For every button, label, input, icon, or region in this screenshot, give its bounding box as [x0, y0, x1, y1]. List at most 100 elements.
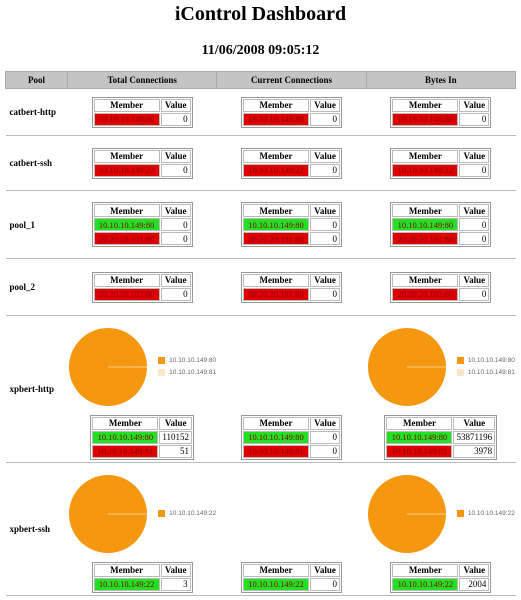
column-header: Total Connections [66, 71, 218, 89]
legend-label: 10.10.10.149:22 [169, 510, 217, 517]
member-row: 10.10.10.148:22 0 [93, 163, 191, 177]
member-value: 0 [160, 163, 191, 177]
legend-entry: 10.10.10.149:81 [158, 367, 216, 379]
pool-row: xpbert-ssh 10.10.10.149:22 Member Value 10.1… [5, 462, 516, 596]
value-header: Value [309, 98, 340, 112]
member-value: 0 [160, 112, 191, 126]
header-row: Pool Total Connections Current Connections… [5, 71, 517, 89]
pie-chart [69, 474, 148, 553]
member-table: Member Value 10.10.10.148:80 0 [240, 96, 342, 128]
metric-cell: Member Value 10.10.10.148:22 0 [366, 135, 516, 191]
legend-swatch [158, 369, 166, 376]
pool-row: catbert-http Member Value 10.10.10.148:80 0 M… [5, 88, 516, 136]
member-value: 3978 [453, 444, 496, 458]
member-address: 10.10.10.149:81 [92, 444, 159, 458]
member-address: 10.10.10.149:22 [242, 577, 309, 591]
member-row: 10.10.10.148:22 0 [392, 163, 490, 177]
pool-row: catbert-ssh Member Value 10.10.10.148:22 0 Me… [5, 135, 516, 191]
member-table: Member Value 10.10.10.148:80 0 [390, 96, 492, 128]
member-header: Member [392, 204, 459, 217]
member-row: 20.20.20.101:80 0 [392, 232, 490, 245]
pie-area: 10.10.10.149:80 10.10.10.149:81 [68, 319, 217, 415]
dashboard-table: Pool Total Connections Current Connections… [5, 71, 517, 596]
pie-legend: 10.10.10.149:80 10.10.10.149:81 [456, 355, 515, 379]
member-row: 20.20.20.102:80 0 [392, 287, 490, 301]
member-value: 0 [309, 287, 340, 301]
pie-chart [367, 474, 446, 553]
value-header: Value [309, 204, 340, 217]
member-header-row: Member Value [242, 273, 340, 287]
member-row: 10.10.10.149:80 0 [242, 430, 340, 444]
member-row: 10.10.10.148:80 0 [93, 112, 191, 126]
member-value: 0 [309, 218, 340, 231]
member-header: Member [392, 563, 459, 577]
metric-cell: 10.10.10.149:22 Member Value 10.10.10.149:2… [366, 462, 516, 596]
member-table: Member Value 10.10.10.149:80 0 20.20.20.101:… [390, 202, 492, 247]
legend-swatch [456, 357, 464, 364]
member-row: 20.20.20.101:80 0 [242, 232, 340, 245]
metric-cell: Member Value 10.10.10.149:80 0 20.20.20.101:… [216, 190, 367, 259]
pie-area: 10.10.10.149:80 10.10.10.149:81 [366, 319, 515, 415]
member-header-row: Member Value [242, 416, 340, 430]
member-table: Member Value 10.10.10.148:22 0 [240, 147, 342, 179]
member-header: Member [93, 563, 160, 577]
value-header: Value [309, 416, 340, 430]
member-table: Member Value 10.10.10.148:22 0 [390, 147, 492, 179]
member-row: 10.10.10.149:22 3 [93, 577, 191, 591]
member-address: 10.10.10.149:80 [386, 430, 453, 444]
metric-cell: Member Value 10.10.10.148:80 0 [366, 88, 516, 136]
member-row: 10.10.10.148:80 0 [242, 112, 340, 126]
member-address: 10.10.10.149:81 [242, 444, 309, 458]
member-table: Member Value 10.10.10.149:80 0 10.10.10.149:… [240, 414, 342, 460]
member-address: 20.20.20.101:80 [242, 232, 309, 245]
member-value: 0 [459, 232, 490, 245]
member-header-row: Member Value [392, 204, 490, 217]
pool-name: pool_1 [5, 190, 68, 259]
member-table: Member Value 10.10.10.148:80 0 [91, 96, 193, 128]
metric-cell: Member Value 10.10.10.148:22 0 [216, 135, 367, 191]
member-value: 0 [459, 163, 490, 177]
column-header: Bytes In [365, 71, 517, 89]
metric-cell: 10.10.10.149:80 10.10.10.149:81 Member Valu… [67, 315, 217, 463]
member-row: 10.10.10.149:81 3978 [386, 444, 496, 458]
member-address: 10.10.10.148:22 [93, 163, 160, 177]
member-address: 10.10.10.148:80 [392, 112, 459, 126]
member-value: 0 [309, 163, 340, 177]
member-header-row: Member Value [392, 98, 490, 112]
member-address: 10.10.10.149:80 [242, 430, 309, 444]
value-header: Value [453, 416, 496, 430]
member-header: Member [242, 149, 309, 163]
member-row: 10.10.10.149:80 0 [242, 218, 340, 231]
member-header-row: Member Value [93, 563, 191, 577]
member-address: 10.10.10.149:81 [386, 444, 453, 458]
member-address: 10.10.10.148:22 [392, 163, 459, 177]
member-table: Member Value 20.20.20.102:80 0 [91, 271, 193, 303]
member-row: 10.10.10.149:80 53871196 [386, 430, 496, 444]
member-row: 10.10.10.149:81 0 [242, 444, 340, 458]
value-header: Value [459, 149, 490, 163]
member-table: Member Value 10.10.10.149:22 3 [91, 561, 193, 593]
member-table: Member Value 10.10.10.149:80 0 20.20.20.101:… [91, 202, 193, 247]
pool-name: xpbert-http [5, 315, 68, 463]
member-value: 0 [309, 444, 340, 458]
member-table: Member Value 10.10.10.149:22 2004 [390, 561, 492, 593]
member-address: 10.10.10.148:80 [93, 112, 160, 126]
member-value: 0 [459, 112, 490, 126]
member-row: 10.10.10.149:80 110152 [92, 430, 192, 444]
member-header-row: Member Value [392, 273, 490, 287]
value-header: Value [160, 149, 191, 163]
member-header: Member [242, 416, 309, 430]
member-header: Member [93, 98, 160, 112]
member-address: 20.20.20.101:80 [242, 287, 309, 301]
value-header: Value [459, 273, 490, 287]
member-value: 0 [459, 287, 490, 301]
member-value: 51 [159, 444, 192, 458]
pool-row: pool_2 Member Value 20.20.20.102:80 0 Member V… [5, 258, 516, 316]
pie-area [217, 466, 366, 562]
member-value: 0 [160, 218, 191, 231]
member-header-row: Member Value [386, 416, 496, 430]
member-header: Member [92, 416, 159, 430]
metric-cell: Member Value 20.20.20.102:80 0 [366, 258, 516, 316]
member-header-row: Member Value [93, 98, 191, 112]
legend-entry: 10.10.10.149:80 [456, 355, 515, 367]
